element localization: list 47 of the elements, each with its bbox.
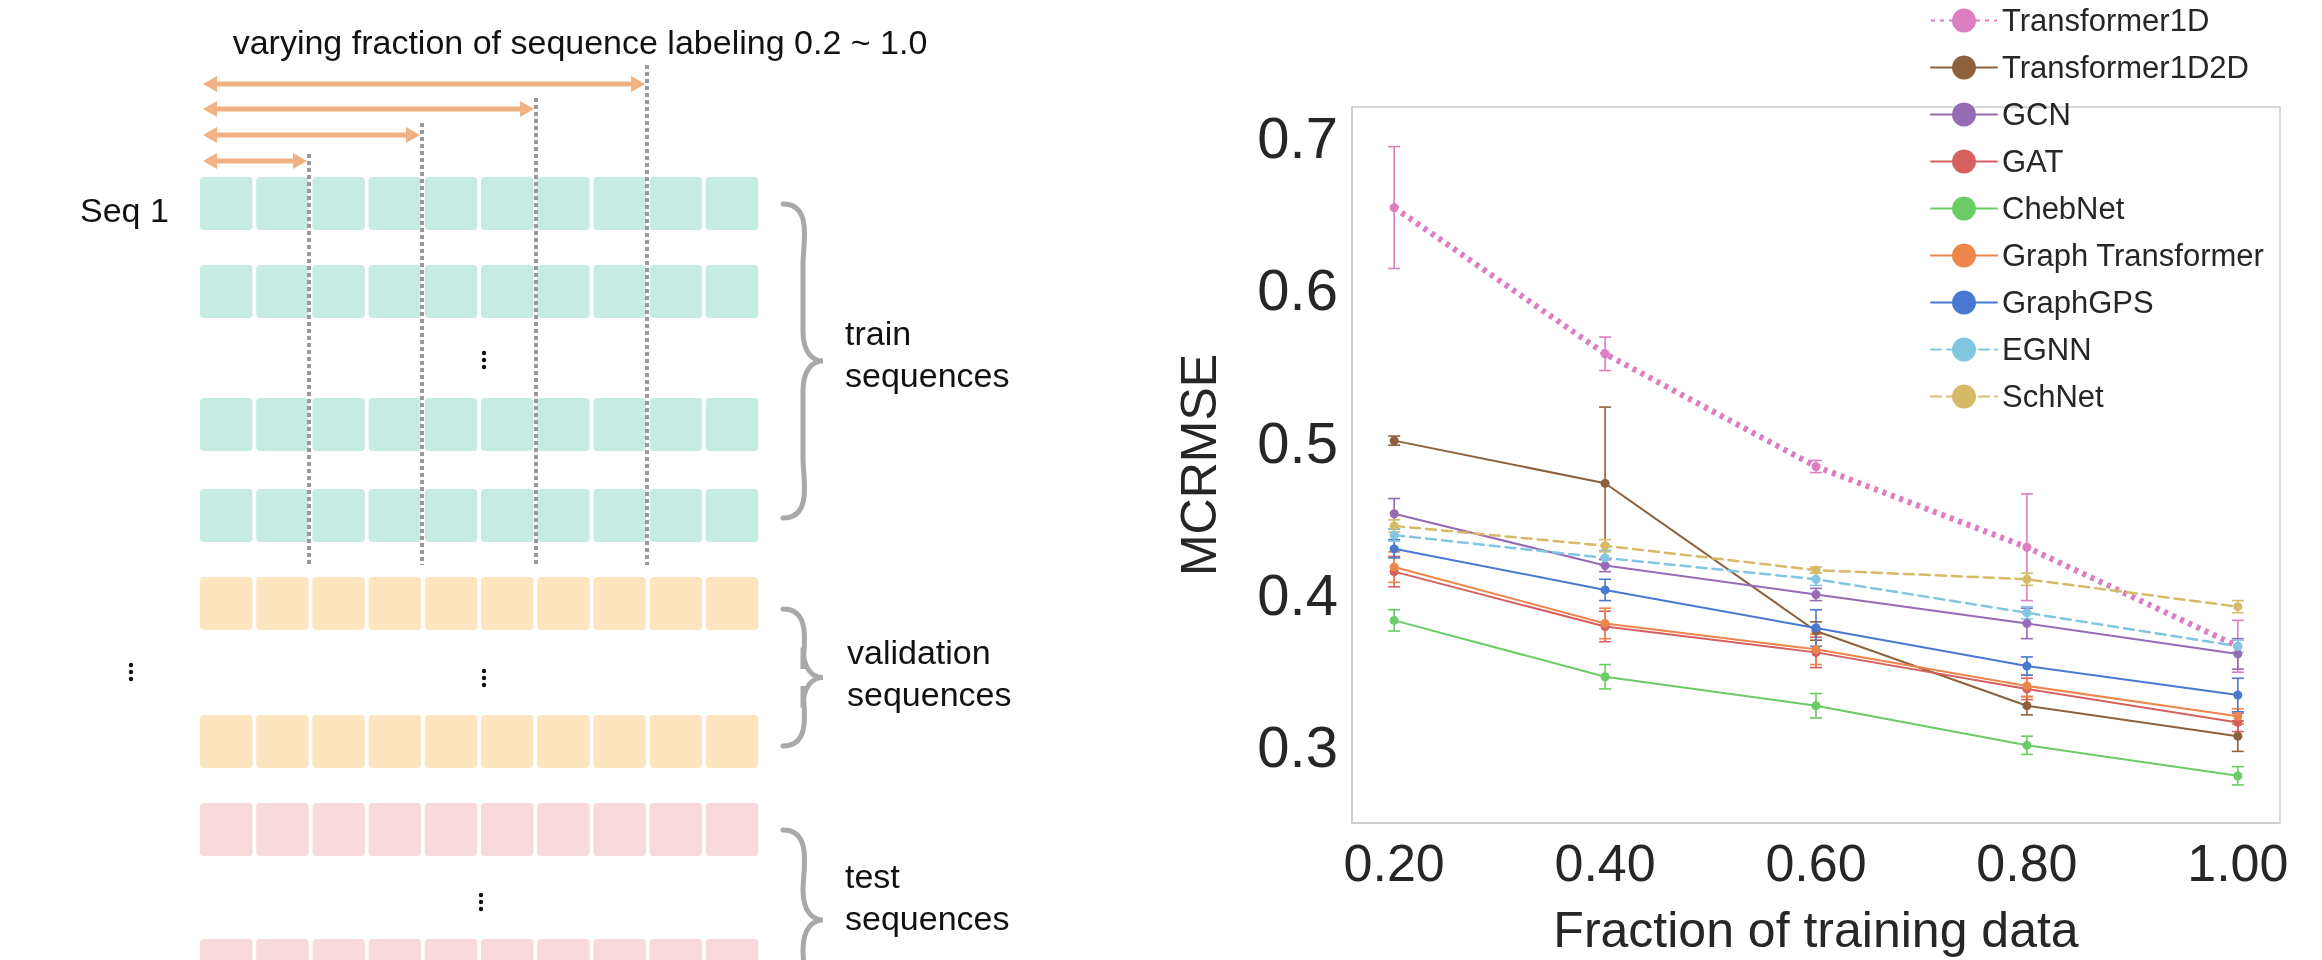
point (1389, 203, 1399, 213)
point (2233, 711, 2243, 721)
point (2022, 661, 2032, 671)
legend-label: Transformer1D (2002, 3, 2210, 38)
text: validation sequences (847, 633, 1012, 713)
y-axis-title: MCRMSE (1171, 353, 1227, 577)
point (2233, 690, 2243, 700)
legend-label: ChebNet (2002, 191, 2125, 226)
text: test sequences (845, 857, 1010, 937)
y-tick-label: 0.7 (1257, 104, 1338, 170)
point (1600, 478, 1610, 488)
point (2022, 740, 2032, 750)
x-tick-label: 0.60 (1765, 834, 1867, 892)
x-tick-label: 0.20 (1343, 834, 1445, 892)
point (1389, 544, 1399, 554)
point (1389, 509, 1399, 519)
y-tick-label: 0.4 (1257, 561, 1338, 627)
point (2233, 649, 2243, 659)
x-tick-label: 0.80 (1976, 834, 2078, 892)
y-tick-label: 0.6 (1257, 257, 1338, 323)
legend-label: GAT (2002, 144, 2064, 179)
legend-label: SchNet (2002, 379, 2105, 414)
point (2022, 701, 2032, 711)
y-tick-label: 0.5 (1257, 409, 1338, 475)
legend-label: EGNN (2002, 332, 2092, 367)
point (1811, 701, 1821, 711)
legend-label: GraphGPS (2002, 285, 2154, 320)
text: train sequences (845, 314, 1010, 394)
text: Seq 1 (80, 191, 169, 229)
x-axis-title: Fraction of training data (1553, 902, 2079, 958)
point (1600, 672, 1610, 682)
point (2233, 731, 2243, 741)
x-tick-label: 1.00 (2187, 834, 2289, 892)
y-tick-label: 0.3 (1257, 714, 1338, 780)
point (1389, 562, 1399, 572)
x-tick-label: 0.40 (1554, 834, 1656, 892)
point (2022, 542, 2032, 552)
legend-label: Transformer1D2D (2002, 50, 2249, 85)
point (2022, 618, 2032, 628)
legend-label: Graph Transformer (2002, 238, 2264, 273)
point (1389, 615, 1399, 625)
point (1600, 553, 1610, 563)
point (2233, 771, 2243, 781)
point (1600, 585, 1610, 595)
legend-label: GCN (2002, 97, 2071, 132)
point (1600, 349, 1610, 359)
text: varying fraction of sequence labeling 0.2 ~ 1.0 (232, 23, 928, 61)
